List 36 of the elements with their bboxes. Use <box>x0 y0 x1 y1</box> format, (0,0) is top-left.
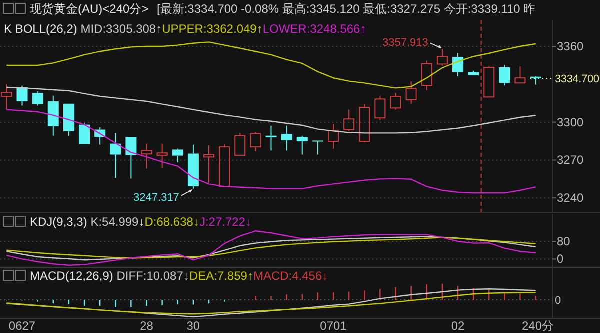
candlestick <box>188 144 199 190</box>
candlestick <box>204 144 215 184</box>
legend-title: MACD(12,26,9) <box>30 269 117 283</box>
x-tick-label: 28 <box>140 319 154 333</box>
candlestick <box>530 76 542 86</box>
candlestick <box>110 132 122 179</box>
text: LOWER:3248.566↑ <box>262 22 366 36</box>
annotation: 3247.317 <box>134 192 180 204</box>
candlestick <box>281 125 292 152</box>
ref-line-label: 0 <box>555 295 561 307</box>
candlestick <box>499 64 510 86</box>
candlestick <box>452 52 464 77</box>
text: K:54.999↓ <box>90 215 145 229</box>
legend-title: KDJ(9,3,3) <box>30 215 91 229</box>
text: 240分 <box>522 319 554 333</box>
candlestick <box>48 95 59 136</box>
annotation: 3357.913 <box>382 37 428 50</box>
text: DIFF:10.087↓ <box>116 269 190 283</box>
x-tick-label: 0701 <box>320 319 348 333</box>
text: DEA:7.859↑ <box>189 269 254 283</box>
text: D:68.638↓ <box>144 215 200 229</box>
chart-subtitle: [最新:3334.700 -0.08% 最高:3345.120 最低:3327.275 今开:3339.110 昨 <box>157 2 536 16</box>
x-tick-label: 0627 <box>8 319 36 333</box>
candlestick <box>1 84 12 110</box>
text: MID:3305.308↑ <box>80 22 162 36</box>
series-label: J:27.722↓ <box>199 215 252 229</box>
legend-title: K BOLL(26,2) <box>4 22 81 36</box>
series-label: MACD:4.456↓ <box>253 269 328 283</box>
ref-line-label: 3334.700 <box>555 73 600 86</box>
x-tick-label: 30 <box>186 319 200 333</box>
candlestick <box>266 125 277 152</box>
series-label: UPPER:3362.049↑ <box>162 22 263 36</box>
x-tick-label: 02 <box>451 319 465 333</box>
chart-title: 现货黄金(AU)<240分> <box>30 2 149 16</box>
candlestick <box>156 143 168 169</box>
candlestick <box>328 124 339 150</box>
